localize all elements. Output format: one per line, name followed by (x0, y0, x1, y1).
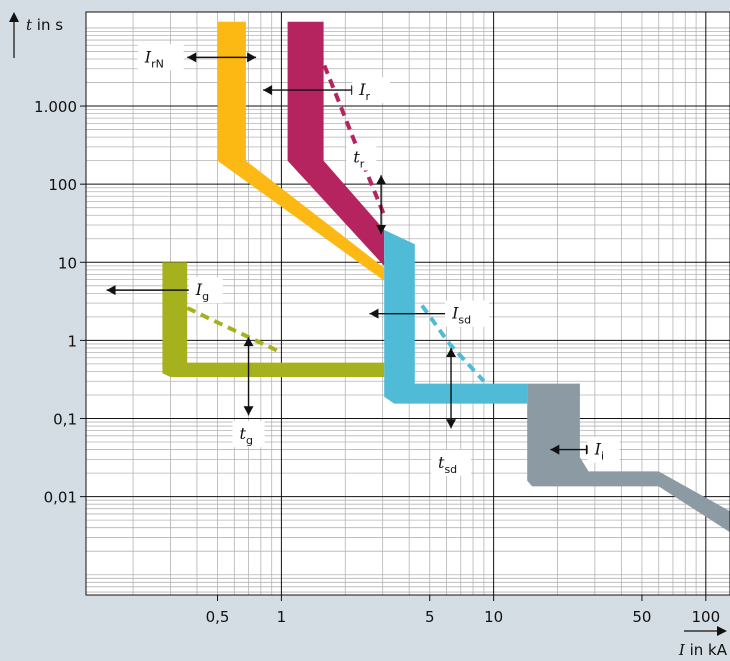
tsd-label-text: tsd (438, 453, 457, 476)
ig-arrow-tail (106, 285, 116, 296)
irn-label-box (137, 44, 184, 71)
plot-frame (85, 11, 730, 596)
x-axis-arrow-head (717, 626, 727, 636)
arrows (106, 52, 595, 455)
tg-arrow-tail (243, 337, 254, 347)
bands (162, 21, 730, 533)
y-axis-label: t in s (26, 16, 63, 34)
tsd-label-box (431, 449, 472, 476)
ir-label: Ir (352, 77, 391, 104)
y-tick-label: 1.000 (34, 98, 77, 116)
magenta-band (287, 21, 385, 266)
isd-dash (420, 304, 486, 383)
ir-arrow-tail (263, 85, 273, 96)
tr-label-text: tr (353, 147, 364, 170)
olive-band (162, 262, 385, 377)
x-tick-label: 1 (277, 608, 287, 626)
ii-label-text: Ii (594, 440, 604, 463)
y-axis-arrow-head (9, 12, 19, 22)
tsd-label: tsd (431, 449, 472, 476)
tg-label-box (232, 421, 265, 448)
y-tick-label: 0,1 (53, 410, 77, 428)
tr-label: tr (346, 144, 377, 171)
irn-arrow-head (247, 52, 257, 63)
axes: 1.000 100 10 1 0,1 0,01 0,5 1 5 10 50 100 t in s I in… (9, 11, 730, 659)
cyan-band (384, 229, 528, 404)
y-tick-label: 10 (58, 254, 77, 272)
isd-label-box (445, 300, 490, 327)
ig-label: Ig (188, 277, 223, 304)
orange-band (217, 21, 385, 281)
ii-arrow-tail (550, 444, 560, 455)
ii-label-box (587, 436, 620, 463)
x-tick-label: 100 (692, 608, 721, 626)
tg-arrow-head (243, 406, 254, 416)
tr-arrow-head (376, 225, 387, 235)
gray-band (527, 383, 730, 533)
dashed-lines (186, 50, 486, 383)
tg-label: tg (232, 421, 265, 448)
ii-label: Ii (587, 436, 620, 463)
x-tick-label: 10 (484, 608, 503, 626)
x-tick-label: 50 (632, 608, 651, 626)
tsd-arrow-head (446, 419, 457, 429)
irn-label-text: IrN (144, 47, 164, 70)
tsd-arrow-tail (446, 347, 457, 357)
isd-label-text: Isd (451, 304, 471, 327)
tr-label-box (346, 144, 377, 171)
irn-label: IrN (137, 44, 184, 71)
x-tick-label: 5 (425, 608, 435, 626)
y-tick-label: 100 (48, 176, 77, 194)
tr-arrow-tail (376, 175, 387, 185)
y-tick-label: 1 (67, 332, 77, 350)
ig-label-text: Ig (195, 280, 209, 303)
tg-label-text: tg (240, 424, 253, 447)
annotations: IrN Ir tr Ig Isd tg tsd Ii (137, 44, 620, 476)
ir-label-box (352, 77, 391, 104)
y-tick-label: 0,01 (44, 489, 77, 507)
ig-label-box (188, 277, 223, 304)
isd-label: Isd (445, 300, 490, 327)
ig-dash (186, 306, 283, 355)
ir-label-text: Ir (358, 80, 370, 103)
x-tick-label: 0,5 (206, 608, 230, 626)
isd-arrow-tail (369, 308, 379, 319)
x-axis-label: I in kA (678, 641, 728, 659)
irn-arrow-tail (187, 52, 197, 63)
ir-dash (316, 50, 387, 216)
